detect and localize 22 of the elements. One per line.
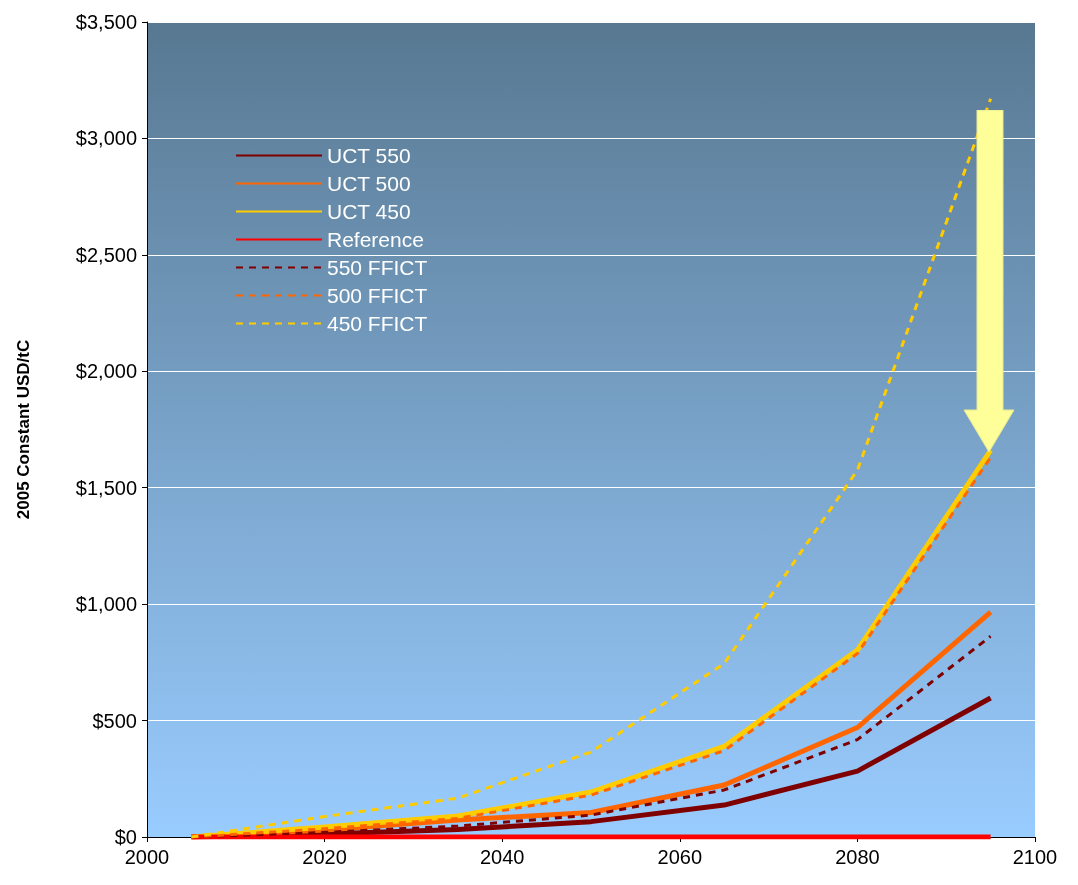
legend-label: 450 FFICT bbox=[327, 312, 428, 335]
x-tick-label: 2020 bbox=[302, 846, 347, 868]
legend-label: UCT 550 bbox=[327, 144, 411, 167]
y-tick-label: $2,000 bbox=[75, 360, 137, 383]
y-axis-title: 2005 Constant USD/tC bbox=[14, 339, 33, 520]
legend-label: Reference bbox=[327, 228, 424, 251]
y-tick-label: $1,000 bbox=[75, 593, 137, 616]
legend-label: 550 FFICT bbox=[327, 256, 428, 279]
y-tick-label: $3,000 bbox=[75, 127, 137, 150]
y-tick-label: $3,500 bbox=[75, 11, 137, 33]
legend-label: UCT 500 bbox=[327, 172, 411, 195]
y-tick-label: $500 bbox=[92, 709, 137, 732]
x-tick-label: 2060 bbox=[657, 846, 703, 868]
x-tick-label: 2100 bbox=[1012, 846, 1058, 868]
legend-label: UCT 450 bbox=[327, 200, 411, 223]
y-tick-label: $2,500 bbox=[75, 243, 137, 266]
legend-label: 500 FFICT bbox=[327, 284, 428, 307]
y-tick-label: $1,500 bbox=[75, 476, 137, 499]
x-tick-label: 2000 bbox=[124, 846, 170, 868]
x-tick-label: 2080 bbox=[835, 846, 880, 868]
y-tick-label: $0 bbox=[114, 826, 137, 848]
x-tick-label: 2040 bbox=[479, 846, 525, 868]
